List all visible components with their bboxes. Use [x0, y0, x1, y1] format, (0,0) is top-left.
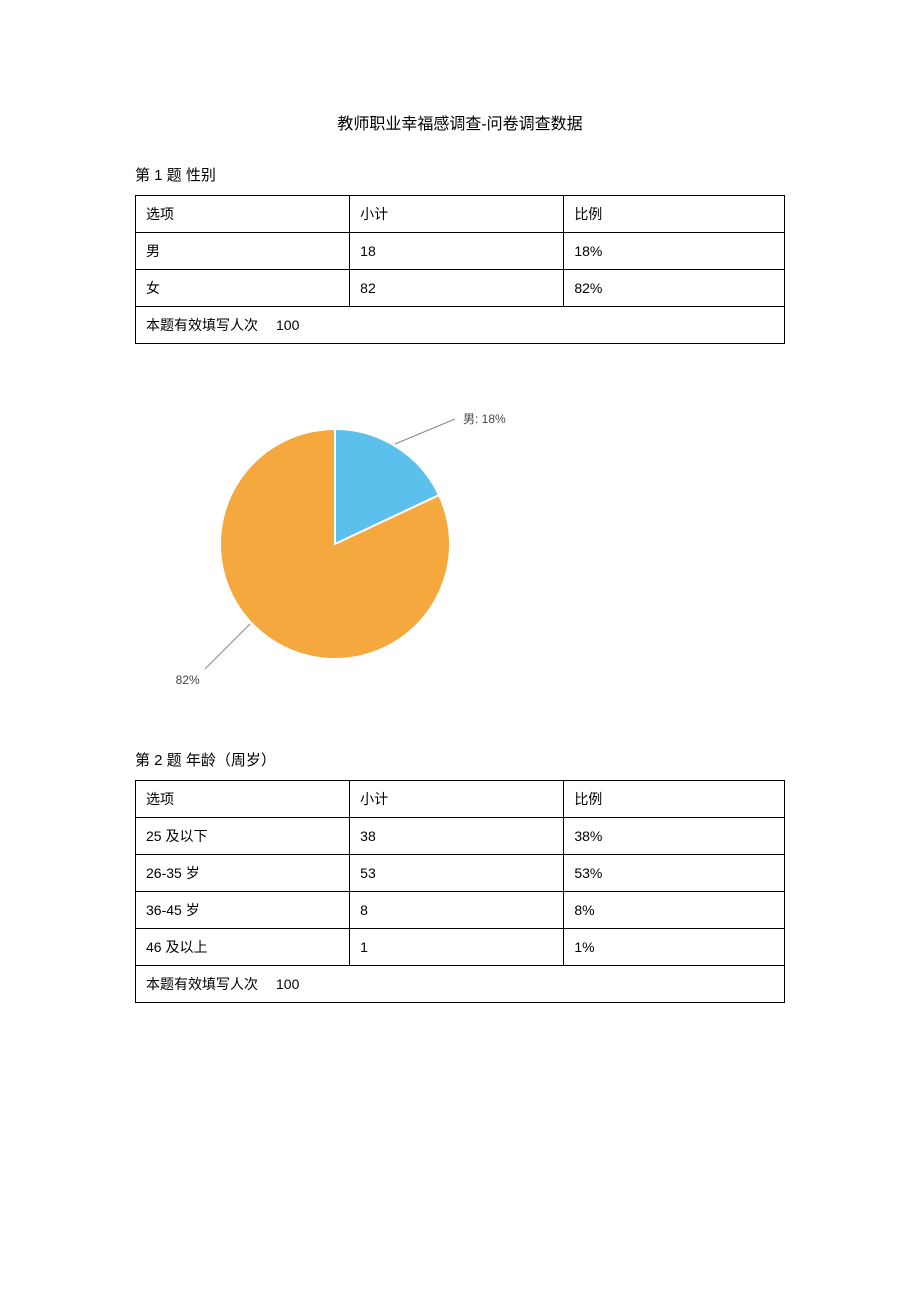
- cell-option: 男: [136, 233, 350, 270]
- header-percent: 比例: [564, 781, 785, 818]
- cell-option: 36-45 岁: [136, 892, 350, 929]
- cell-count: 53: [350, 855, 564, 892]
- leader-line: [205, 624, 250, 669]
- cell-option: 26-35 岁: [136, 855, 350, 892]
- cell-count: 1: [350, 929, 564, 966]
- cell-count: 38: [350, 818, 564, 855]
- cell-count: 82: [350, 270, 564, 307]
- table-row: 男 18 18%: [136, 233, 785, 270]
- cell-option: 46 及以上: [136, 929, 350, 966]
- cell-percent: 82%: [564, 270, 785, 307]
- table-header-row: 选项 小计 比例: [136, 196, 785, 233]
- footer-value: 100: [276, 976, 299, 992]
- document-title: 教师职业幸福感调查-问卷调查数据: [135, 110, 785, 134]
- table-footer-row: 本题有效填写人次 100: [136, 307, 785, 344]
- cell-percent: 53%: [564, 855, 785, 892]
- question-2: 第 2 题 年龄（周岁） 选项 小计 比例 25 及以下 38 38% 26-3…: [135, 749, 785, 1003]
- footer-cell: 本题有效填写人次 100: [136, 966, 785, 1003]
- header-count: 小计: [350, 781, 564, 818]
- question-1-heading: 第 1 题 性别: [135, 164, 785, 185]
- page: 教师职业幸福感调查-问卷调查数据 第 1 题 性别 选项 小计 比例 男 18 …: [0, 0, 920, 1063]
- header-option: 选项: [136, 781, 350, 818]
- footer-label: 本题有效填写人次: [146, 974, 258, 994]
- header-percent: 比例: [564, 196, 785, 233]
- leader-line: [395, 419, 455, 444]
- footer-label: 本题有效填写人次: [146, 315, 258, 335]
- question-1: 第 1 题 性别 选项 小计 比例 男 18 18% 女 82 82% 本题有效…: [135, 164, 785, 689]
- cell-percent: 8%: [564, 892, 785, 929]
- table-row: 26-35 岁 53 53%: [136, 855, 785, 892]
- pie-slice-label: 男: 18%: [463, 412, 506, 426]
- cell-count: 18: [350, 233, 564, 270]
- header-option: 选项: [136, 196, 350, 233]
- question-2-table: 选项 小计 比例 25 及以下 38 38% 26-35 岁 53 53% 36…: [135, 780, 785, 1003]
- cell-option: 女: [136, 270, 350, 307]
- footer-value: 100: [276, 317, 299, 333]
- table-header-row: 选项 小计 比例: [136, 781, 785, 818]
- table-row: 46 及以上 1 1%: [136, 929, 785, 966]
- question-1-table: 选项 小计 比例 男 18 18% 女 82 82% 本题有效填写人次 100: [135, 195, 785, 344]
- question-1-pie-chart: 男: 18% 女: 82%: [175, 389, 575, 689]
- table-footer-row: 本题有效填写人次 100: [136, 966, 785, 1003]
- cell-option: 25 及以下: [136, 818, 350, 855]
- table-row: 25 及以下 38 38%: [136, 818, 785, 855]
- table-row: 女 82 82%: [136, 270, 785, 307]
- cell-percent: 18%: [564, 233, 785, 270]
- cell-count: 8: [350, 892, 564, 929]
- header-count: 小计: [350, 196, 564, 233]
- pie-slice-label: 女: 82%: [175, 672, 200, 687]
- question-2-heading: 第 2 题 年龄（周岁）: [135, 749, 785, 770]
- table-row: 36-45 岁 8 8%: [136, 892, 785, 929]
- footer-cell: 本题有效填写人次 100: [136, 307, 785, 344]
- cell-percent: 1%: [564, 929, 785, 966]
- cell-percent: 38%: [564, 818, 785, 855]
- pie-svg: 男: 18% 女: 82%: [175, 389, 575, 709]
